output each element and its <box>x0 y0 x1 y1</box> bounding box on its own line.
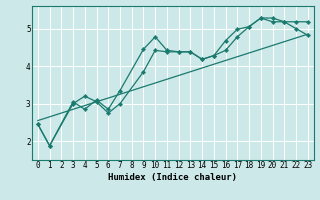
X-axis label: Humidex (Indice chaleur): Humidex (Indice chaleur) <box>108 173 237 182</box>
